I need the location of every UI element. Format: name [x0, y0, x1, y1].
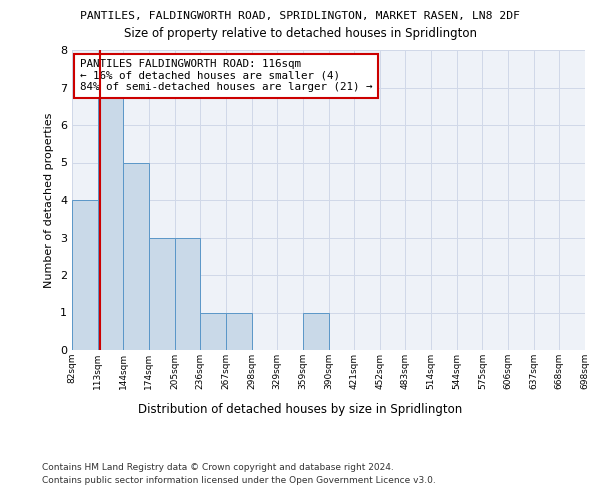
Text: PANTILES, FALDINGWORTH ROAD, SPRIDLINGTON, MARKET RASEN, LN8 2DF: PANTILES, FALDINGWORTH ROAD, SPRIDLINGTO… [80, 12, 520, 22]
Y-axis label: Number of detached properties: Number of detached properties [44, 112, 55, 288]
Bar [98, 88, 124, 350]
Text: Contains HM Land Registry data © Crown copyright and database right 2024.: Contains HM Land Registry data © Crown c… [42, 462, 394, 471]
Text: PANTILES FALDINGWORTH ROAD: 116sqm
← 16% of detached houses are smaller (4)
84% : PANTILES FALDINGWORTH ROAD: 116sqm ← 16%… [80, 59, 372, 92]
Bar [226, 312, 251, 350]
Text: Size of property relative to detached houses in Spridlington: Size of property relative to detached ho… [124, 28, 476, 40]
Bar [200, 312, 226, 350]
Bar [72, 200, 98, 350]
Bar [124, 162, 149, 350]
Bar [149, 238, 175, 350]
Text: Distribution of detached houses by size in Spridlington: Distribution of detached houses by size … [138, 402, 462, 415]
Bar [303, 312, 329, 350]
Bar [175, 238, 200, 350]
Text: Contains public sector information licensed under the Open Government Licence v3: Contains public sector information licen… [42, 476, 436, 485]
